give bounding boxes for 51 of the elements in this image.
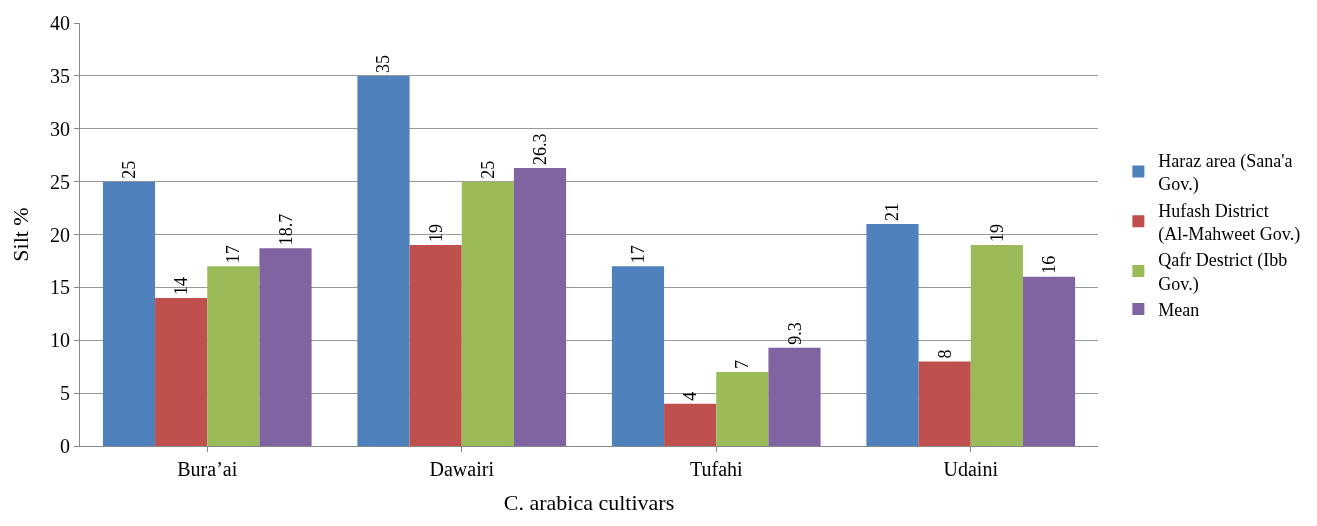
bar xyxy=(102,181,156,446)
bar xyxy=(357,75,410,446)
data-label: 25 xyxy=(118,160,139,179)
x-tick-label: Tufahi xyxy=(689,458,743,480)
data-label: 25 xyxy=(477,160,498,179)
bar xyxy=(716,371,769,446)
y-tick-label: 40 xyxy=(50,12,70,34)
x-tick-label: Dawairi xyxy=(429,458,495,480)
data-label: 17 xyxy=(627,245,648,264)
data-label: 7 xyxy=(732,359,753,369)
data-label: 16 xyxy=(1039,255,1060,274)
data-label: 26.3 xyxy=(530,133,551,165)
data-label: 35 xyxy=(373,54,394,73)
data-label: 19 xyxy=(425,224,446,243)
data-label: 19 xyxy=(986,224,1007,243)
bar xyxy=(918,361,971,446)
data-label: 8 xyxy=(934,349,955,359)
y-tick-label: 10 xyxy=(50,329,70,352)
bar xyxy=(664,403,717,446)
legend-label: Hufash District (Al-Mahweet Gov.) xyxy=(1158,200,1301,245)
y-tick-label: 5 xyxy=(60,382,70,405)
data-label: 9.3 xyxy=(784,322,805,345)
bar xyxy=(768,347,821,446)
data-label: 21 xyxy=(882,202,903,221)
data-label: 18.7 xyxy=(275,213,296,246)
bar xyxy=(513,167,567,446)
y-tick-label: 30 xyxy=(50,117,70,140)
y-tick-label: 35 xyxy=(50,64,70,87)
bar xyxy=(970,245,1023,446)
data-label: 4 xyxy=(680,391,701,401)
legend-label: Qafr Destrict (Ibb Gov.) xyxy=(1158,250,1288,295)
bar xyxy=(461,181,514,446)
y-tick-label: 25 xyxy=(50,170,70,193)
y-tick-label: 20 xyxy=(50,223,70,246)
x-tick-label: Udaini xyxy=(943,458,999,480)
y-tick-label: 0 xyxy=(60,435,70,457)
legend-label: Haraz area (Sana'a Gov.) xyxy=(1158,150,1293,196)
x-axis-title: C. arabica cultivars xyxy=(503,489,675,515)
data-label: 14 xyxy=(171,276,192,295)
legend-label: Mean xyxy=(1158,300,1200,321)
x-tick-label: Bura’ai xyxy=(177,458,238,480)
bar xyxy=(611,266,665,446)
y-axis-title: Silt % xyxy=(7,207,33,262)
y-tick-label: 15 xyxy=(50,276,70,299)
bar xyxy=(259,248,312,446)
data-label: 17 xyxy=(223,245,244,264)
bar xyxy=(207,266,260,446)
bar xyxy=(1022,276,1076,446)
bar xyxy=(409,245,462,446)
bar xyxy=(866,223,919,446)
bar xyxy=(155,297,208,446)
